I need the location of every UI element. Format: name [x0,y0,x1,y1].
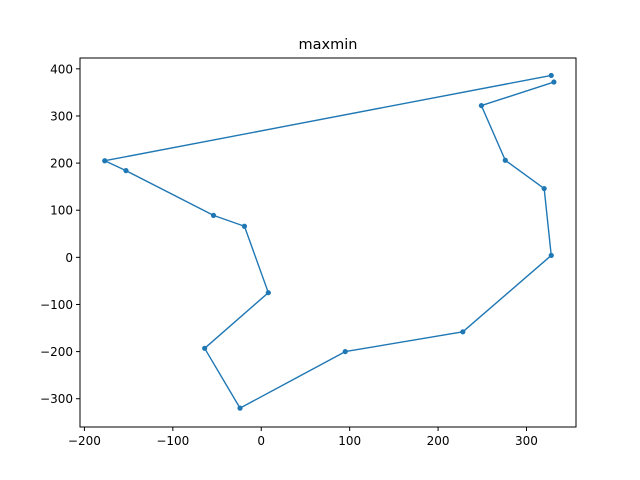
x-tick-label: −100 [156,434,189,448]
x-tick-label: 200 [427,434,450,448]
data-point [478,102,484,109]
y-tick-label: 400 [50,62,73,76]
x-tick-label: −200 [68,434,101,448]
data-point [237,405,243,411]
data-point [241,223,248,229]
y-tick-label: −100 [40,298,73,312]
data-point [551,79,557,85]
data-point [502,157,508,163]
y-tick-label: 300 [50,109,73,123]
data-point [548,72,554,79]
y-tick-label: 100 [50,204,73,218]
data-point [123,168,129,174]
data-point [210,212,217,219]
data-point [460,329,466,335]
y-tick-label: 0 [65,251,73,265]
data-point [102,158,108,164]
y-tick-label: −200 [40,345,73,359]
x-tick-label: 100 [338,434,361,448]
x-tick-label: 300 [515,434,538,448]
data-point [342,348,348,355]
data-point [541,185,547,192]
data-point [548,252,554,259]
axes-frame [79,57,577,428]
x-axis: −200 −100 0 100 200 300 [68,427,538,448]
y-axis: −300 −200 −100 0 100 200 300 400 [40,62,80,406]
y-tick-label: −300 [40,392,73,406]
y-tick-label: 200 [50,157,73,171]
series-layer [102,72,557,411]
data-point [202,345,208,351]
x-tick-label: 0 [257,434,265,448]
data-point [265,290,271,296]
chart-title: maxmin [299,37,358,53]
